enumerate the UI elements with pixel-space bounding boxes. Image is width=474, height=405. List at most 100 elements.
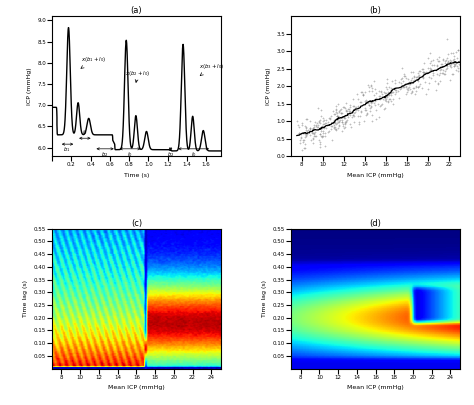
Point — [442, 66, 450, 72]
Point — [381, 89, 388, 95]
Point — [295, 124, 303, 130]
Point — [364, 82, 372, 88]
Point — [372, 90, 380, 96]
Point — [410, 74, 418, 81]
Point — [331, 126, 338, 132]
Point — [339, 104, 346, 110]
Point — [309, 136, 317, 142]
Point — [424, 55, 432, 61]
Point — [438, 61, 445, 67]
Point — [451, 62, 459, 68]
Point — [299, 136, 306, 143]
Point — [302, 127, 310, 133]
Point — [360, 118, 367, 124]
Point — [392, 87, 399, 94]
Point — [324, 119, 332, 126]
Point — [341, 115, 348, 121]
Text: $b_1$: $b_1$ — [64, 145, 71, 154]
Point — [319, 123, 326, 130]
Point — [419, 68, 427, 75]
Point — [433, 70, 440, 77]
Point — [334, 100, 341, 107]
Point — [381, 93, 389, 99]
Point — [372, 85, 379, 92]
Point — [430, 62, 438, 68]
Point — [364, 99, 371, 106]
Point — [335, 116, 342, 122]
Point — [450, 63, 458, 69]
Point — [426, 79, 433, 86]
Point — [412, 73, 420, 80]
Point — [362, 107, 370, 114]
Point — [312, 118, 319, 125]
Point — [381, 94, 389, 101]
Point — [315, 136, 322, 143]
Point — [454, 54, 461, 61]
Point — [400, 81, 407, 88]
Point — [383, 94, 391, 101]
Point — [363, 99, 371, 105]
Point — [447, 58, 455, 64]
Point — [384, 88, 392, 95]
Point — [310, 133, 318, 139]
Point — [316, 138, 324, 145]
Point — [367, 82, 374, 89]
Point — [346, 120, 354, 127]
Point — [437, 70, 444, 77]
Point — [372, 107, 380, 113]
Point — [429, 70, 437, 76]
Point — [378, 88, 385, 94]
Point — [391, 80, 398, 87]
Point — [337, 106, 344, 113]
Point — [444, 51, 452, 58]
Point — [329, 120, 337, 127]
Point — [429, 57, 437, 63]
Point — [294, 122, 302, 128]
Point — [332, 109, 340, 115]
Point — [306, 125, 313, 131]
Point — [413, 74, 420, 80]
Point — [332, 107, 340, 113]
Point — [452, 61, 459, 68]
Point — [392, 85, 399, 92]
Point — [332, 106, 339, 113]
Point — [302, 125, 310, 132]
Point — [319, 130, 327, 136]
Point — [456, 56, 464, 63]
Point — [333, 109, 341, 116]
Point — [435, 72, 443, 79]
Point — [375, 88, 383, 94]
Point — [333, 113, 341, 119]
Title: (a): (a) — [130, 6, 142, 15]
Point — [422, 69, 430, 75]
Point — [442, 57, 450, 63]
Point — [336, 118, 343, 124]
Point — [320, 117, 328, 123]
Point — [439, 69, 447, 76]
Point — [416, 72, 423, 78]
Point — [443, 63, 450, 69]
Point — [392, 89, 400, 95]
Point — [330, 124, 337, 130]
Point — [314, 124, 321, 130]
Point — [317, 107, 325, 113]
Point — [333, 119, 340, 126]
Point — [383, 80, 391, 86]
Point — [350, 112, 357, 118]
Point — [398, 75, 406, 81]
Point — [395, 79, 402, 85]
Point — [439, 56, 447, 63]
Point — [415, 68, 423, 74]
Point — [341, 121, 349, 127]
Point — [315, 117, 323, 124]
Point — [400, 84, 407, 90]
Point — [301, 141, 309, 147]
Point — [342, 100, 350, 106]
Point — [388, 88, 396, 95]
Point — [332, 127, 340, 134]
Point — [336, 107, 344, 113]
Text: $x(b_3+l_0)$: $x(b_3+l_0)$ — [200, 62, 225, 76]
Point — [340, 113, 347, 120]
Point — [350, 110, 358, 116]
Point — [359, 92, 367, 98]
